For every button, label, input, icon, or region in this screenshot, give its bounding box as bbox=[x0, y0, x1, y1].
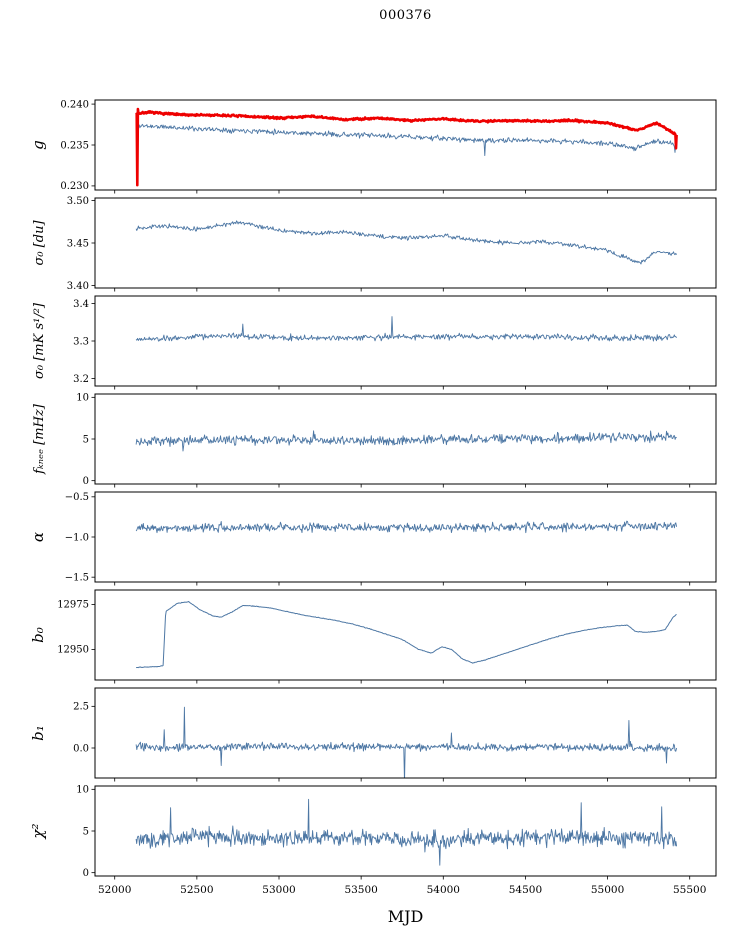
y-axis-label: α bbox=[29, 532, 47, 542]
x-axis-label: MJD bbox=[388, 907, 424, 926]
y-tick-label: 12950 bbox=[57, 645, 89, 656]
series-sigma0-mk bbox=[135, 316, 677, 342]
x-tick-label: 52000 bbox=[98, 884, 131, 896]
series-b0 bbox=[136, 601, 677, 669]
y-axis-label: b₁ bbox=[29, 725, 47, 741]
y-tick-label: 0 bbox=[83, 868, 89, 879]
series-chi2 bbox=[135, 798, 678, 866]
y-tick-label: 0 bbox=[83, 476, 89, 487]
chart-title: 000376 bbox=[379, 8, 432, 23]
axes-frame bbox=[94, 197, 717, 289]
y-axis-label: fₖₙₑₑ [mHz] bbox=[32, 403, 47, 475]
subplot-chi2: 0 5 10 χ² 52000 52500 53000 53500 54000 54500 5500… bbox=[29, 785, 717, 926]
x-tick-label: 54500 bbox=[509, 884, 542, 896]
x-tick-label: 54000 bbox=[427, 884, 460, 896]
subplot-g: 0.230 0.235 0.240 g bbox=[29, 99, 717, 194]
y-tick-label: 12975 bbox=[57, 600, 89, 611]
y-tick-label: 0.230 bbox=[60, 181, 89, 192]
axes-frame bbox=[94, 785, 717, 877]
y-tick-label: 3.2 bbox=[73, 374, 89, 385]
y-axis-label: b₀ bbox=[29, 627, 47, 643]
y-tick-label: −0.5 bbox=[65, 492, 89, 503]
y-tick-label: 0.235 bbox=[60, 140, 89, 151]
y-tick-label: 10 bbox=[76, 785, 89, 796]
x-tick-label: 52500 bbox=[180, 884, 213, 896]
y-tick-label: 3.3 bbox=[73, 336, 89, 347]
y-tick-label: 3.4 bbox=[73, 299, 89, 310]
subplot-sigma0-mk: 3.2 3.3 3.4 σ₀ [mK s¹/²] bbox=[32, 295, 717, 390]
x-tick-label: 55000 bbox=[591, 884, 624, 896]
y-tick-label: 0.240 bbox=[60, 99, 89, 110]
x-tick-label: 55500 bbox=[673, 884, 706, 896]
y-axis-label: χ² bbox=[29, 823, 47, 839]
y-tick-label: −1.5 bbox=[65, 572, 89, 583]
axes-frame bbox=[94, 99, 717, 191]
y-tick-label: 2.5 bbox=[73, 702, 89, 713]
subplot-b0: 12950 12975 b₀ bbox=[29, 589, 717, 684]
subplot-b1: 0.0 2.5 b₁ bbox=[29, 687, 717, 782]
subplot-sigma0-du: 3.40 3.45 3.50 σ₀ [du] bbox=[32, 196, 717, 292]
x-tick-label: 53000 bbox=[262, 884, 295, 896]
subplot-alpha: −1.5 −1.0 −0.5 α bbox=[29, 491, 717, 586]
axes-frame bbox=[94, 687, 717, 779]
series-fknee bbox=[135, 430, 677, 452]
y-tick-label: 3.45 bbox=[67, 238, 89, 249]
series-sigma0-du bbox=[135, 220, 677, 265]
y-axis-label: g bbox=[29, 140, 47, 150]
series-alpha bbox=[135, 520, 678, 534]
series-b1 bbox=[135, 706, 678, 778]
y-tick-label: 5 bbox=[83, 434, 89, 445]
axes-frame bbox=[94, 393, 717, 485]
series-g-smoothed bbox=[135, 107, 678, 187]
axes-frame bbox=[94, 295, 717, 387]
series-g-fitted bbox=[135, 123, 678, 157]
y-tick-label: 10 bbox=[76, 393, 89, 404]
y-tick-label: 3.40 bbox=[67, 281, 89, 292]
axes-frame bbox=[94, 491, 717, 583]
y-axis-label: σ₀ [mK s¹/²] bbox=[32, 302, 47, 379]
y-axis-label: σ₀ [du] bbox=[32, 220, 47, 266]
x-tick-label: 53500 bbox=[344, 884, 377, 896]
y-tick-label: 3.50 bbox=[67, 196, 89, 207]
y-tick-label: 5 bbox=[83, 826, 89, 837]
y-tick-label: 0.0 bbox=[73, 743, 89, 754]
axes-frame bbox=[94, 589, 717, 681]
y-tick-label: −1.0 bbox=[65, 532, 89, 543]
subplot-fknee: 0 5 10 fₖₙₑₑ [mHz] bbox=[32, 393, 717, 488]
